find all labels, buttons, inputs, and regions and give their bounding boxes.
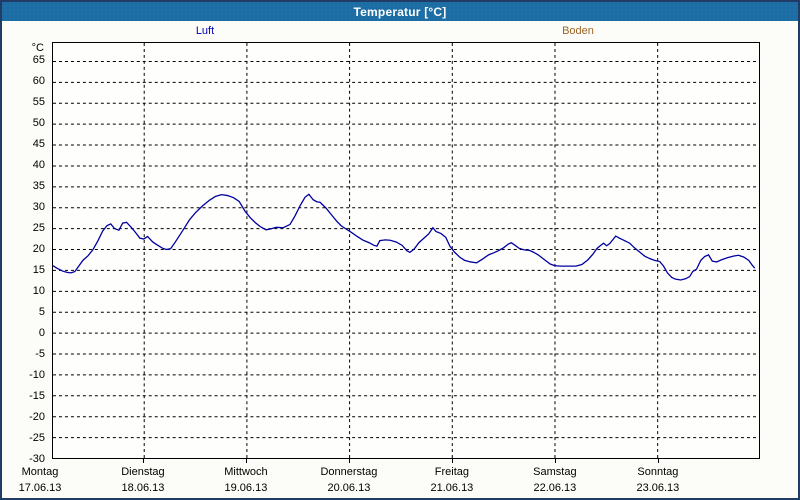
day-date-label: 22.06.13	[533, 482, 577, 494]
y-tick-label: 10	[32, 285, 45, 298]
legend-item-boden: Boden	[562, 25, 594, 37]
y-tick-label: 40	[32, 159, 45, 172]
y-tick-label: 45	[32, 138, 45, 151]
y-tick-label: -10	[29, 369, 45, 381]
x-axis-tick	[349, 459, 350, 463]
y-tick-label: 35	[32, 180, 45, 193]
day-name-label: Samstag	[533, 466, 577, 478]
y-tick-label: 55	[32, 96, 45, 109]
day-date-label: 17.06.13	[18, 482, 62, 494]
day-name-label: Sonntag	[637, 466, 679, 478]
x-axis-tick	[143, 459, 144, 463]
x-axis-tick	[452, 459, 453, 463]
y-axis-unit-label: °C	[31, 42, 44, 54]
day-name-label: Freitag	[434, 466, 470, 478]
y-tick-label: 0	[38, 327, 45, 340]
day-name-label: Dienstag	[121, 466, 165, 478]
y-tick-label: 30	[32, 201, 45, 214]
temperature-line-chart	[53, 43, 759, 458]
legend-item-luft: Luft	[195, 25, 215, 37]
y-tick-label: 25	[32, 222, 45, 235]
y-tick-label: -25	[29, 432, 45, 444]
x-axis-tick	[658, 459, 659, 463]
y-tick-label: -20	[29, 411, 45, 423]
day-date-label: 23.06.13	[636, 482, 680, 494]
day-date-label: 19.06.13	[224, 482, 268, 494]
series-line-luft	[53, 193, 756, 281]
plot-area	[52, 42, 760, 459]
y-tick-label: 15	[32, 264, 45, 277]
x-axis-tick	[246, 459, 247, 463]
y-tick-label: 65	[32, 54, 45, 67]
day-name-label: Mittwoch	[224, 466, 268, 478]
y-tick-label: 5	[38, 306, 45, 319]
y-tick-label: -15	[29, 390, 45, 402]
y-tick-label: -5	[35, 348, 45, 360]
day-date-label: 18.06.13	[121, 482, 165, 494]
y-tick-label: 60	[32, 75, 45, 88]
day-date-label: 20.06.13	[327, 482, 371, 494]
day-name-label: Montag	[21, 466, 59, 478]
day-date-label: 21.06.13	[430, 482, 474, 494]
x-axis-tick	[555, 459, 556, 463]
y-tick-label: 50	[32, 117, 45, 130]
window-title: Temperatur [°C]	[353, 4, 447, 19]
day-name-label: Donnerstag	[320, 466, 378, 478]
y-tick-label: 20	[32, 243, 45, 256]
window-titlebar[interactable]: Temperatur [°C]	[2, 2, 798, 21]
y-tick-label: -30	[29, 453, 45, 465]
